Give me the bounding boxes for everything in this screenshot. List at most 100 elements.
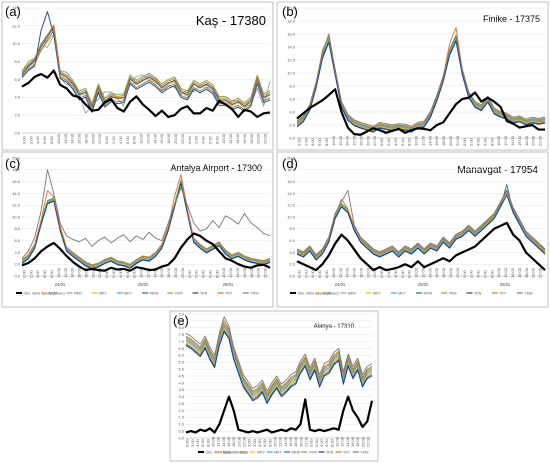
x-tick-label: 14:00 (70, 133, 75, 144)
panel-c-date-2: 25/01 (138, 282, 149, 287)
x-tick-label: 12:00 (145, 267, 150, 278)
x-tick-label: 18:00 (441, 267, 446, 278)
y-tick-label: 2.0 (178, 408, 184, 413)
legend-entry: MKW (292, 450, 301, 454)
panel-a-letter: (a) (5, 4, 21, 19)
panel-c-title: Antalya Airport - 17300 (170, 163, 262, 173)
panel-d-plot: 0.0 2.0 4.0 6.0 8.0 10.0 12.0 14.0 16.0 18.0 20.0 0… (287, 155, 546, 278)
x-tick-label: 0:00 (462, 137, 467, 146)
x-tick-label: 12:00 (145, 133, 150, 144)
x-tick-label: 14:00 (70, 267, 75, 278)
x-tick-label: 14:00 (152, 133, 157, 144)
x-tick-label: 10:00 (331, 267, 336, 278)
x-tick-label: 8:00 (329, 438, 334, 447)
x-tick-label: 10:00 (139, 267, 144, 278)
legend-entry: YKT (499, 291, 507, 295)
x-tick-label: 4:00 (476, 137, 481, 146)
y-tick-label: 14.0 (287, 44, 296, 49)
x-tick-label: 6:00 (324, 438, 329, 447)
legend-entry: MKW (150, 291, 159, 295)
x-tick-label: 2:00 (194, 135, 199, 144)
x-tick-label: 8:00 (407, 137, 412, 146)
series-line-ykm (21, 25, 271, 104)
x-tick-label: 16:00 (350, 436, 355, 447)
legend-entry: MKY (257, 450, 265, 454)
series-line-obs-wind-speed-m-sec- (296, 221, 546, 272)
x-tick-label: 2:00 (111, 135, 116, 144)
series-line-ykw (21, 169, 271, 259)
x-tick-label: 10:00 (210, 436, 215, 447)
x-tick-label: 8:00 (489, 137, 494, 146)
x-tick-label: 10:00 (221, 133, 226, 144)
y-tick-label: 18.0 (12, 167, 21, 172)
series-line-obs-wind-speed-m-sec- (21, 69, 271, 119)
x-tick-label: 14:00 (152, 267, 157, 278)
x-tick-label: 22:00 (372, 267, 377, 278)
x-tick-label: 18:00 (231, 436, 236, 447)
y-tick-label: 6.0 (289, 238, 295, 243)
x-tick-label: 18:00 (441, 135, 446, 146)
x-tick-label: 22:00 (263, 267, 268, 278)
x-tick-label: 18:00 (293, 436, 298, 447)
x-tick-label: 4:00 (35, 269, 40, 278)
x-tick-label: 4:00 (201, 135, 206, 144)
x-tick-label: 6:00 (207, 269, 212, 278)
y-tick-label: 10.0 (12, 214, 21, 219)
x-tick-label: 20:00 (173, 267, 178, 278)
y-tick-label: 7.5 (178, 332, 184, 337)
y-tick-label: 16.0 (12, 179, 21, 184)
x-tick-label: 16:00 (434, 267, 439, 278)
y-tick-label: 1.5 (178, 415, 184, 420)
x-tick-label: 10:00 (334, 436, 339, 447)
series-line-mky (21, 33, 271, 111)
x-tick-label: 18:00 (83, 133, 88, 144)
legend-entry: YKT (225, 291, 233, 295)
x-tick-label: 8:00 (214, 135, 219, 144)
x-tick-label: 8:00 (489, 269, 494, 278)
x-tick-label: 6:00 (400, 269, 405, 278)
series-line-ykw (185, 316, 373, 392)
x-tick-label: 2:00 (28, 135, 33, 144)
x-tick-label: 8:00 (205, 438, 210, 447)
x-tick-label: 14:00 (235, 133, 240, 144)
x-tick-label: 16:00 (288, 436, 293, 447)
y-tick-label: 9.0 (178, 311, 184, 316)
x-tick-label: 22:00 (372, 135, 377, 146)
legend-entry: MKT (274, 450, 282, 454)
legend-entry: MKM (223, 450, 231, 454)
x-tick-label: 16:00 (159, 267, 164, 278)
legend-entry: YKM (309, 450, 317, 454)
y-tick-label: 0.0 (178, 435, 184, 440)
x-tick-label: 22:00 (455, 135, 460, 146)
panel-d-date-2: 25/01 (418, 282, 429, 287)
y-tick-label: 0.0 (289, 273, 295, 278)
x-tick-label: 0:00 (104, 269, 109, 278)
x-tick-label: 16:00 (77, 267, 82, 278)
x-tick-label: 22:00 (455, 267, 460, 278)
x-tick-label: 12:00 (503, 267, 508, 278)
y-tick-label: 10.0 (287, 70, 296, 75)
x-tick-label: 2:00 (314, 438, 319, 447)
x-tick-label: 22:00 (365, 436, 370, 447)
x-tick-label: 22:00 (538, 135, 543, 146)
legend-entry: MKM (323, 291, 331, 295)
y-tick-label: 10.0 (12, 41, 21, 46)
panel-c-plot: 0.0 2.0 4.0 6.0 8.0 10.0 12.0 14.0 16.0 18.0 20.0 0… (12, 155, 271, 278)
x-tick-label: 0:00 (104, 135, 109, 144)
y-tick-label: 18.0 (287, 18, 296, 23)
x-tick-label: 14:00 (427, 267, 432, 278)
x-tick-label: 18:00 (166, 133, 171, 144)
legend-entry: MKN (74, 291, 82, 295)
series-line-obs-wind-speed-m-sec- (296, 88, 545, 136)
x-tick-label: 6:00 (482, 269, 487, 278)
x-tick-label: 16:00 (242, 267, 247, 278)
x-tick-label: 14:00 (221, 436, 226, 447)
x-tick-label: 12:00 (63, 267, 68, 278)
series-line-mkt (296, 192, 546, 259)
x-tick-label: 18:00 (358, 267, 363, 278)
x-tick-label: 0:00 (296, 137, 301, 146)
y-tick-label: 5.5 (178, 360, 184, 365)
y-tick-label: 4.0 (289, 250, 295, 255)
x-tick-label: 0:00 (185, 438, 190, 447)
x-tick-label: 8:00 (132, 269, 137, 278)
